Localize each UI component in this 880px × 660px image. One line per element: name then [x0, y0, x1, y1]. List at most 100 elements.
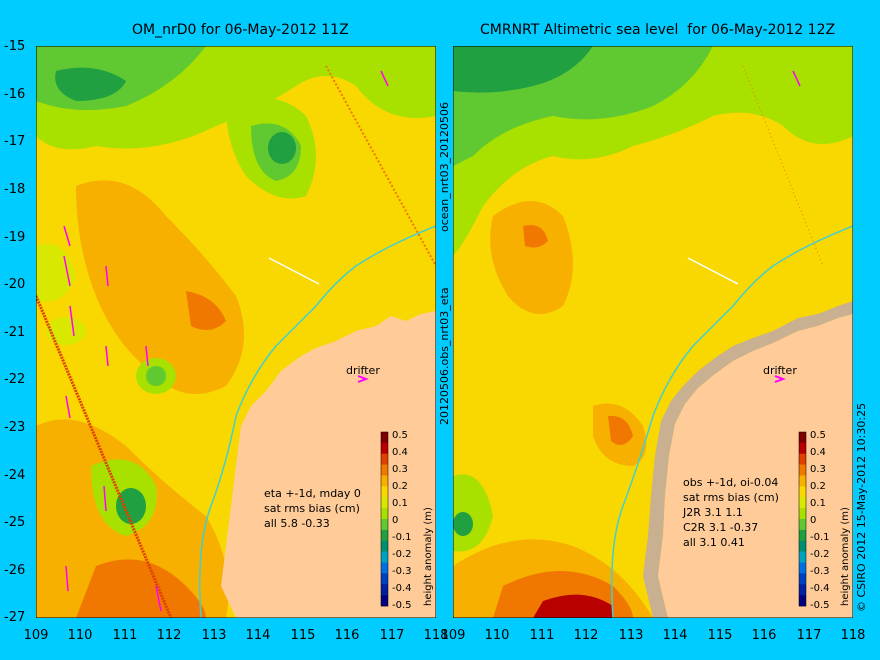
x-tick-label: 116 — [334, 628, 360, 643]
x-tick-label: 111 — [112, 628, 138, 643]
colorbar-swatch — [381, 519, 388, 531]
stats-annotation-line: obs +-1d, oi-0.04 — [683, 476, 778, 489]
colorbar-tick: 0 — [392, 515, 398, 526]
transect-line — [687, 257, 739, 285]
x-tick-label: 117 — [379, 628, 405, 643]
colorbar-swatch — [799, 595, 806, 607]
y-tick-label: -23 — [4, 420, 26, 435]
stats-annotation-line: C2R 3.1 -0.37 — [683, 521, 758, 534]
velocity-arrow — [65, 395, 71, 419]
stats-annotation-line: all 3.1 0.41 — [683, 536, 745, 549]
colorbar-tick: -0.2 — [392, 549, 412, 560]
anomaly-region — [46, 317, 86, 345]
stats-annotation-line: J2R 3.1 1.1 — [682, 506, 743, 519]
anomaly-region — [533, 594, 613, 618]
x-tick-label: 109 — [23, 628, 49, 643]
y-tick-label: -19 — [4, 230, 26, 245]
velocity-arrow — [145, 345, 149, 367]
velocity-arrow — [63, 255, 71, 287]
colorbar-tick: 0.3 — [810, 464, 826, 475]
colorbar-frame — [798, 431, 807, 607]
colorbar-swatch — [799, 529, 806, 542]
colorbar-swatch — [381, 475, 388, 487]
colorbar-tick: 0 — [810, 515, 816, 526]
anomaly-region — [453, 512, 473, 536]
colorbar-swatch — [799, 584, 806, 596]
colorbar-swatch — [381, 529, 388, 542]
y-tick-label: -20 — [4, 277, 26, 292]
colorbar-swatch — [799, 540, 806, 552]
colorbar-tick: 0.4 — [810, 447, 826, 458]
x-tick-label: 118 — [423, 628, 449, 643]
y-tick-label: -22 — [4, 372, 26, 387]
colorbar-tick: -0.3 — [810, 566, 830, 577]
colorbar-frame — [380, 431, 389, 607]
colorbar-swatch — [381, 573, 388, 585]
anomaly-region — [116, 488, 146, 524]
colorbar-swatch — [381, 464, 388, 476]
drifter-label: drifter — [346, 364, 380, 377]
x-tick-label: 113 — [201, 628, 227, 643]
y-tick-label: -15 — [4, 39, 26, 54]
velocity-arrow — [792, 70, 801, 87]
colorbar-tick: 0.2 — [810, 481, 826, 492]
colorbar-swatch — [381, 486, 388, 498]
x-tick-label: 117 — [796, 628, 822, 643]
colorbar-swatch — [799, 508, 806, 520]
map-panel-altimetry: drifter obs +-1d, oi-0.04 sat rms bias (… — [452, 45, 854, 619]
anomaly-region — [523, 225, 548, 248]
colorbar-label: height anomaly (m) — [840, 507, 851, 606]
colorbar-tick: -0.5 — [392, 600, 412, 611]
colorbar-swatch — [799, 442, 806, 455]
x-tick-label: 112 — [156, 628, 182, 643]
anomaly-region — [490, 201, 573, 314]
anomaly-region — [36, 244, 76, 302]
colorbar-swatch — [381, 508, 388, 520]
colorbar-swatch — [381, 551, 388, 563]
velocity-arrow — [105, 265, 109, 287]
colorbar-swatch — [381, 540, 388, 552]
map-canvas-left: drifter eta +-1d, mday 0 sat rms bias (c… — [34, 45, 437, 619]
colorbar-label: height anomaly (m) — [423, 507, 434, 606]
colorbar-swatch — [799, 464, 806, 476]
colorbar-swatch — [799, 551, 806, 563]
velocity-arrow — [155, 585, 162, 612]
y-tick-label: -16 — [4, 87, 26, 102]
velocity-arrow — [103, 485, 107, 512]
velocity-arrows — [792, 70, 801, 87]
colorbar-tick: -0.4 — [392, 583, 412, 594]
colorbar-swatch — [381, 595, 388, 607]
map-title-left: OM_nrD0 for 06-May-2012 11Z — [132, 22, 349, 38]
x-tick-label: 112 — [573, 628, 599, 643]
colorbar-swatch — [381, 584, 388, 596]
x-tick-label: 114 — [245, 628, 271, 643]
x-tick-label: 115 — [707, 628, 733, 643]
y-tick-label: -21 — [4, 325, 26, 340]
x-tick-label: 118 — [840, 628, 866, 643]
isobath-line — [611, 225, 854, 619]
colorbar-tick: 0.5 — [392, 430, 408, 441]
isobath-line — [199, 225, 437, 619]
x-tick-label: 111 — [529, 628, 555, 643]
coastal-band — [643, 301, 853, 618]
x-tick-label: 115 — [290, 628, 316, 643]
anomaly-region — [55, 67, 126, 101]
anomaly-region — [76, 559, 206, 618]
colorbar-swatch — [381, 453, 388, 465]
anomaly-region — [186, 291, 226, 330]
anomaly-region — [608, 415, 633, 445]
x-tick-label: 109 — [440, 628, 466, 643]
colorbar-right — [798, 431, 807, 607]
stats-annotation-line: sat rms bias (cm) — [264, 502, 360, 515]
colorbar-swatch — [799, 432, 806, 444]
y-tick-label: -24 — [4, 468, 26, 483]
colorbar-tick: 0.2 — [392, 481, 408, 492]
x-tick-label: 110 — [67, 628, 93, 643]
map-panel-model: drifter eta +-1d, mday 0 sat rms bias (c… — [34, 45, 437, 619]
velocity-arrow — [105, 345, 109, 367]
colorbar-tick: -0.3 — [392, 566, 412, 577]
colorbar-tick: 0.1 — [810, 498, 826, 509]
colorbar-swatch — [381, 442, 388, 455]
colorbar-swatch — [799, 453, 806, 465]
colorbar-tick: 0.5 — [810, 430, 826, 441]
